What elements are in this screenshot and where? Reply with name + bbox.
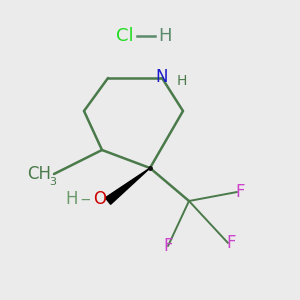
Text: F: F (163, 237, 173, 255)
Text: N: N (156, 68, 168, 85)
Text: F: F (226, 234, 236, 252)
Text: Cl: Cl (116, 27, 133, 45)
Text: H: H (158, 27, 172, 45)
Text: H: H (176, 74, 187, 88)
Text: H: H (66, 190, 78, 208)
Text: O: O (93, 190, 106, 208)
Text: CH: CH (27, 165, 51, 183)
Polygon shape (105, 168, 150, 204)
Text: F: F (235, 183, 245, 201)
Text: 3: 3 (49, 177, 56, 188)
Text: ‒: ‒ (81, 192, 90, 207)
